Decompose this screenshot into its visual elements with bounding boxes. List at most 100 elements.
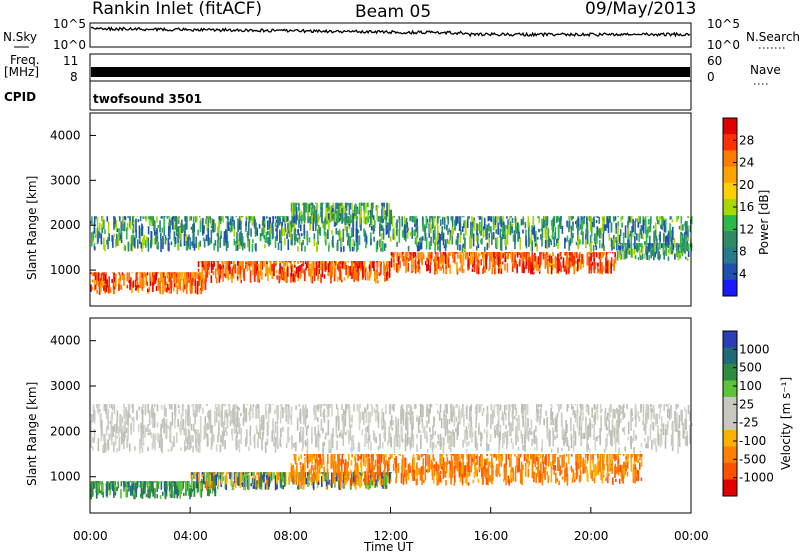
y-tick-label: 2000: [50, 218, 81, 232]
velocity-cell: [570, 465, 573, 471]
power-cell: [560, 216, 563, 221]
power-cell: [369, 212, 372, 225]
power-cell: [232, 221, 234, 226]
power-cell: [447, 252, 450, 259]
power-cell: [422, 254, 425, 260]
velocity-cell: [402, 464, 405, 472]
velocity-cell: [379, 476, 382, 486]
power-cell: [537, 216, 540, 218]
power-cell: [376, 206, 379, 221]
power-cell: [425, 225, 428, 229]
velocity-cell: [572, 406, 574, 416]
power-cell: [276, 225, 278, 240]
power-cell: [425, 236, 428, 250]
velocity-cell: [144, 481, 147, 488]
power-cell: [447, 230, 449, 235]
power-cell: [524, 221, 527, 229]
power-cell: [159, 232, 162, 240]
velocity-cell: [310, 466, 313, 474]
power-cell: [490, 216, 492, 222]
velocity-cell: [446, 456, 449, 465]
power-cell: [621, 216, 624, 220]
power-cell: [615, 222, 617, 234]
power-cell: [592, 245, 595, 252]
power-cell: [396, 253, 399, 262]
velocity-cell: [319, 454, 322, 465]
power-cell: [334, 261, 336, 263]
velocity-cell: [171, 484, 173, 495]
velocity-cell: [592, 459, 595, 467]
power-cell: [620, 250, 623, 260]
velocity-cell: [324, 436, 327, 440]
power-cell: [123, 221, 126, 232]
velocity-cell: [412, 415, 414, 430]
power-cell: [226, 221, 229, 231]
velocity-cell: [229, 472, 231, 480]
power-cell: [442, 267, 445, 274]
power-cell: [284, 237, 286, 246]
power-cell: [96, 289, 98, 294]
velocity-cell: [131, 481, 134, 485]
power-cell: [492, 216, 495, 223]
velocity-cell: [675, 417, 678, 432]
velocity-cell: [625, 466, 628, 470]
power-cell: [190, 226, 193, 230]
power-cell: [106, 239, 108, 245]
power-cell: [344, 202, 347, 213]
power-cell: [381, 202, 384, 210]
velocity-cell: [498, 473, 501, 477]
velocity-cell: [450, 470, 452, 485]
velocity-cell: [489, 461, 492, 465]
power-cell: [396, 252, 399, 258]
power-cell: [558, 252, 561, 259]
power-cell: [349, 236, 352, 250]
power-cell: [350, 219, 353, 224]
velocity-cell: [554, 454, 556, 463]
power-cell: [434, 252, 437, 255]
power-cell: [351, 203, 353, 210]
power-cell: [356, 208, 359, 215]
power-cell: [497, 259, 499, 266]
velocity-cell: [440, 418, 443, 429]
velocity-cell: [636, 454, 638, 460]
velocity-cell: [440, 477, 443, 484]
power-cell: [378, 261, 381, 263]
velocity-cell: [282, 407, 284, 419]
power-cell: [373, 225, 376, 232]
velocity-cell: [424, 466, 427, 481]
velocity-cell: [206, 411, 209, 418]
power-cell: [401, 216, 404, 227]
power-cell: [542, 253, 545, 260]
velocity-cell: [586, 460, 589, 464]
velocity-cell: [129, 414, 132, 419]
velocity-cell: [508, 454, 510, 460]
power-cell: [676, 216, 678, 222]
power-cell: [320, 261, 323, 270]
velocity-cell: [338, 461, 340, 474]
velocity-cell: [331, 454, 333, 460]
velocity-cell: [337, 463, 339, 478]
power-cell: [576, 258, 579, 272]
velocity-cell: [618, 447, 620, 455]
power-cell: [478, 216, 481, 221]
power-cell: [352, 239, 354, 252]
velocity-cell: [418, 454, 421, 461]
velocity-cell: [366, 478, 368, 486]
velocity-cell: [239, 472, 242, 477]
power-cell: [434, 216, 436, 219]
velocity-cell: [108, 482, 111, 490]
nave-tick-bottom: 0: [707, 70, 715, 84]
power-cell: [280, 216, 282, 218]
velocity-cell: [674, 424, 677, 432]
power-cell: [534, 243, 537, 247]
velocity-cell: [607, 454, 609, 456]
power-cell: [302, 268, 305, 273]
velocity-cell: [425, 469, 428, 473]
power-cell: [332, 207, 334, 212]
power-cell: [293, 270, 296, 274]
power-cell: [538, 265, 541, 270]
velocity-cell: [479, 457, 482, 463]
velocity-cell: [121, 416, 124, 424]
power-cell: [123, 216, 126, 220]
power-cell: [145, 273, 148, 285]
